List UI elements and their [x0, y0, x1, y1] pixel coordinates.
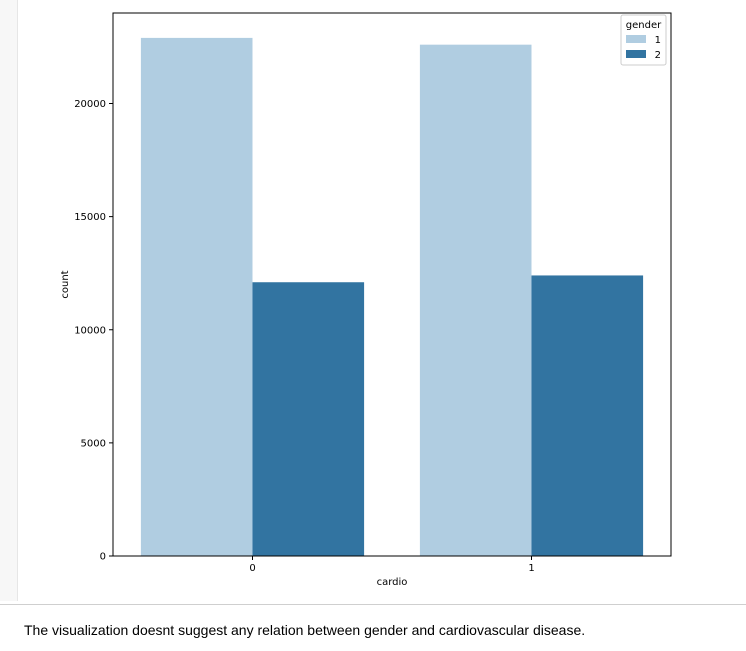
- markdown-text[interactable]: The visualization doesnt suggest any rel…: [24, 622, 586, 638]
- legend-swatch-1: [626, 35, 646, 43]
- y-axis-label: count: [60, 270, 71, 298]
- plot-frame: [112, 12, 672, 557]
- x-axis-label: cardio: [377, 577, 408, 588]
- x-tick-label: 1: [528, 563, 534, 574]
- legend-label-1: 1: [655, 35, 661, 46]
- bar-chart: 0 1 0 5000 10000 15000 20000 cardio count gender 1…: [60, 12, 672, 588]
- cell-output-area: 0 1 0 5000 10000 15000 20000 cardio count gender 1…: [0, 0, 672, 601]
- y-tick-label: 20000: [74, 99, 106, 110]
- legend-title: gender: [626, 20, 662, 31]
- bar-cardio-0-gender-2: [252, 282, 365, 556]
- output-prompt-gutter[interactable]: [0, 0, 18, 601]
- bar-cardio-1-gender-1: [419, 44, 532, 557]
- y-tick-label: 5000: [81, 438, 106, 449]
- cell-divider: [0, 604, 746, 605]
- bar-cardio-0-gender-1: [140, 37, 253, 556]
- y-tick-label: 10000: [74, 325, 106, 336]
- y-tick-label: 15000: [74, 212, 106, 223]
- legend-swatch-2: [626, 50, 646, 58]
- legend-label-2: 2: [655, 50, 661, 61]
- bar-cardio-1-gender-2: [531, 275, 644, 556]
- y-tick-label: 0: [100, 552, 106, 563]
- x-tick-label: 0: [249, 563, 255, 574]
